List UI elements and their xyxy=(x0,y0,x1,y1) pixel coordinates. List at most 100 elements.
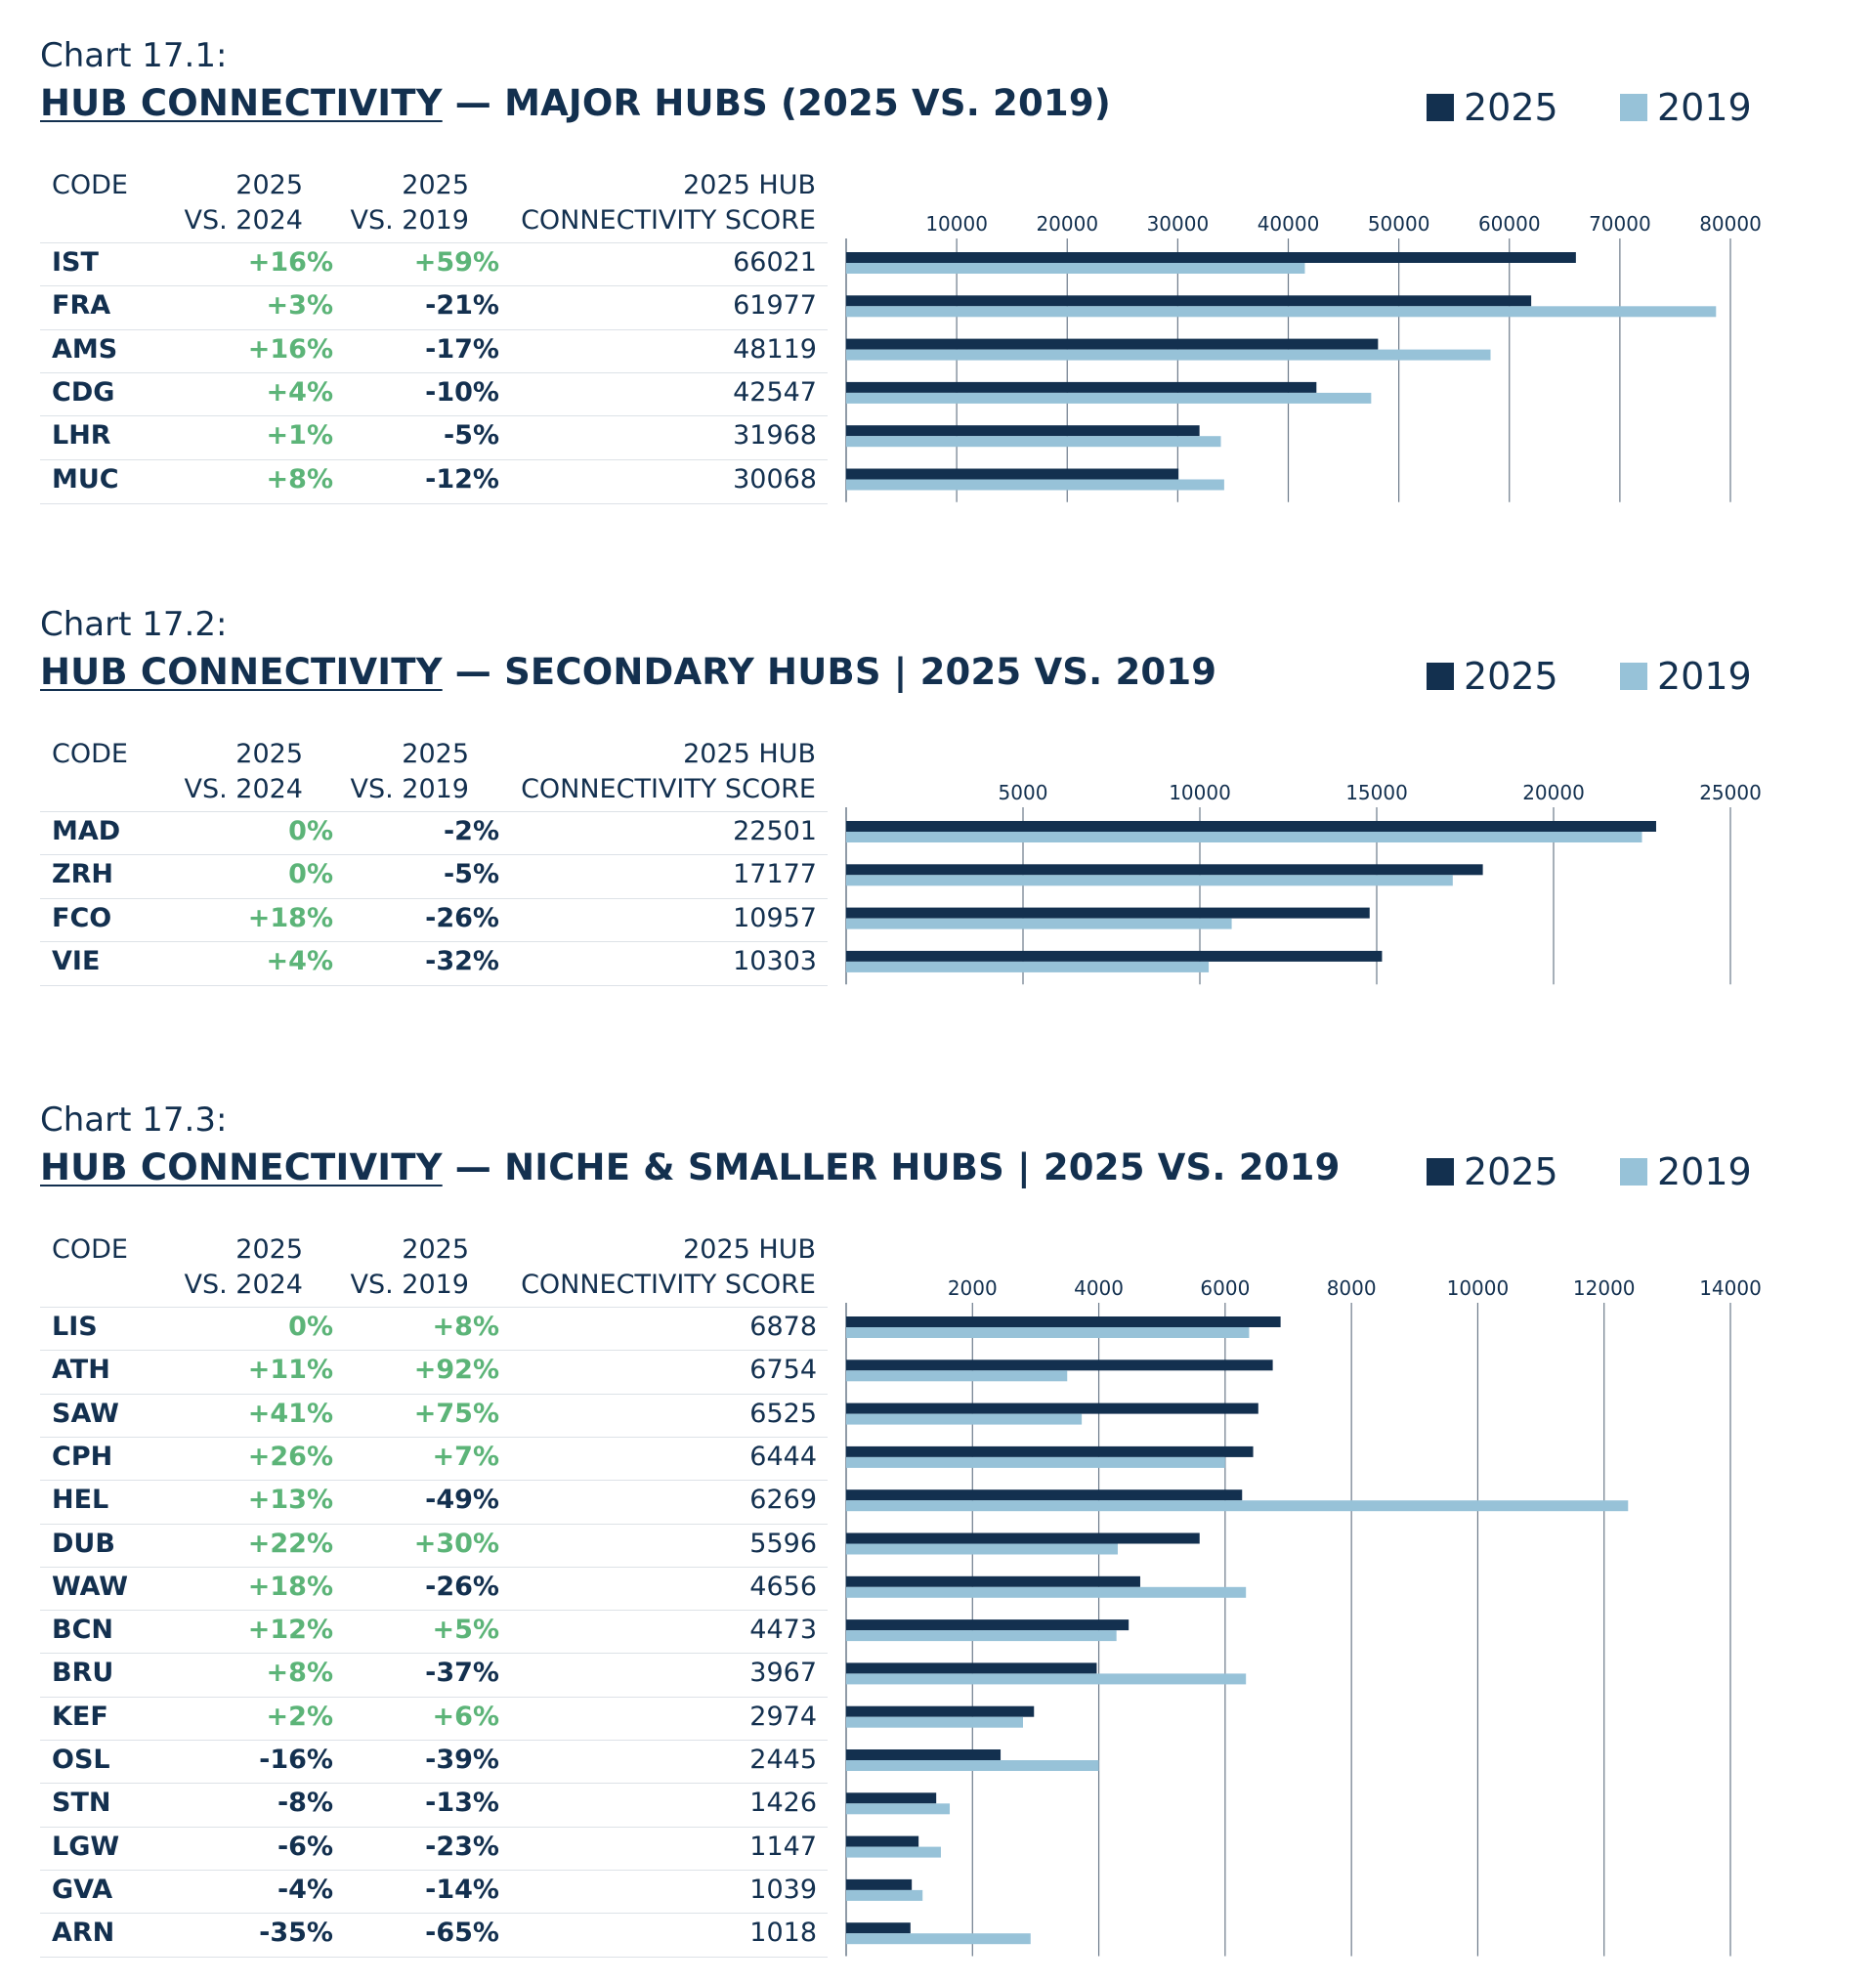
bar-2019-lis xyxy=(846,1327,1250,1338)
col-header-score-line2: CONNECTIVITY SCORE xyxy=(521,1270,816,1300)
bar-2025-kef xyxy=(846,1705,1035,1717)
bar-2025-ist xyxy=(846,252,1576,263)
legend-item-2019: 2019 xyxy=(1620,655,1752,698)
airport-code: ATH xyxy=(52,1355,110,1386)
change-vs-2019: +30% xyxy=(413,1528,499,1559)
legend-item-2025: 2025 xyxy=(1427,86,1558,129)
table-row: OSL -16% -39% 2445 xyxy=(40,1740,828,1784)
bar-2025-hel xyxy=(846,1489,1243,1501)
table-row: IST +16% +59% 66021 xyxy=(40,242,828,286)
airport-code: IST xyxy=(52,247,99,278)
table-row: HEL +13% -49% 6269 xyxy=(40,1480,828,1524)
connectivity-score: 4473 xyxy=(749,1615,817,1646)
bar-2019-cdg xyxy=(846,392,1372,404)
x-tick-label: 10000 xyxy=(1447,1276,1510,1300)
x-tick-label: 25000 xyxy=(1699,781,1762,804)
legend-label-2019: 2019 xyxy=(1657,655,1752,698)
change-vs-2019: -23% xyxy=(425,1831,499,1862)
change-vs-2019: +8% xyxy=(432,1312,499,1342)
bar-2025-fco xyxy=(846,907,1370,919)
airport-code: CDG xyxy=(52,376,115,408)
change-vs-2019: -12% xyxy=(425,463,499,495)
x-tick-label: 80000 xyxy=(1699,212,1762,236)
bar-2019-zrh xyxy=(846,875,1453,886)
chart-title-underlined: HUB CONNECTIVITY xyxy=(40,651,443,693)
airport-code: DUB xyxy=(52,1528,115,1559)
connectivity-score: 1039 xyxy=(749,1874,817,1905)
bar-2019-osl xyxy=(846,1760,1099,1771)
bar-2025-osl xyxy=(846,1749,1002,1760)
col-header-score: 2025 HUB CONNECTIVITY SCORE xyxy=(521,168,816,238)
bar-2019-ist xyxy=(846,263,1305,274)
x-tick-label: 6000 xyxy=(1200,1276,1250,1300)
change-vs-2019: -37% xyxy=(425,1658,499,1689)
col-header-code: CODE xyxy=(52,739,128,769)
airport-code: AMS xyxy=(52,333,118,365)
table-row: STN -8% -13% 1426 xyxy=(40,1783,828,1827)
bar-2025-saw xyxy=(846,1402,1258,1414)
change-vs-2024: -8% xyxy=(277,1788,333,1819)
bar-2025-cdg xyxy=(846,381,1317,393)
x-tick-label: 4000 xyxy=(1074,1276,1124,1300)
change-vs-2019: -13% xyxy=(425,1788,499,1819)
change-vs-2019: +75% xyxy=(413,1398,499,1429)
change-vs-2019: -5% xyxy=(443,859,499,890)
table-row: WAW +18% -26% 4656 xyxy=(40,1566,828,1611)
col-header-score-line1: 2025 HUB xyxy=(683,1234,816,1265)
bar-2025-gva xyxy=(846,1878,913,1890)
change-vs-2019: -32% xyxy=(425,945,499,976)
col-header-code: CODE xyxy=(52,1234,128,1265)
x-tick-label: 10000 xyxy=(925,212,988,236)
airport-code: ZRH xyxy=(52,859,113,890)
connectivity-score: 10957 xyxy=(733,902,817,933)
table-row: FRA +3% -21% 61977 xyxy=(40,285,828,329)
change-vs-2019: +7% xyxy=(432,1441,499,1472)
change-vs-2024: +8% xyxy=(266,1658,333,1689)
bar-2025-dub xyxy=(846,1532,1200,1544)
legend-swatch-2019 xyxy=(1620,663,1647,690)
col-header-vs-2024-line2: VS. 2024 xyxy=(184,205,304,236)
col-header-vs-2024-line2: VS. 2024 xyxy=(184,774,304,804)
bar-2019-lgw xyxy=(846,1846,941,1858)
legend-item-2025: 2025 xyxy=(1427,1150,1558,1193)
table-row: BRU +8% -37% 3967 xyxy=(40,1653,828,1697)
table-row: LGW -6% -23% 1147 xyxy=(40,1826,828,1871)
change-vs-2024: +4% xyxy=(266,376,333,408)
bar-2019-ath xyxy=(846,1370,1068,1382)
x-tick-label: 20000 xyxy=(1036,212,1098,236)
legend-item-2019: 2019 xyxy=(1620,86,1752,129)
col-header-vs-2024: 2025 VS. 2024 xyxy=(185,168,304,238)
col-header-vs-2019: 2025 VS. 2019 xyxy=(351,1232,470,1303)
bar-2019-ams xyxy=(846,349,1491,361)
bar-2019-saw xyxy=(846,1413,1083,1425)
legend-label-2025: 2025 xyxy=(1464,655,1558,698)
legend-swatch-2025 xyxy=(1427,663,1454,690)
table-row: ARN -35% -65% 1018 xyxy=(40,1913,828,1959)
bar-2019-stn xyxy=(846,1803,951,1815)
table-row: KEF +2% +6% 2974 xyxy=(40,1696,828,1741)
bar-plot: 5000 10000 15000 20000 25000 xyxy=(845,781,1762,985)
change-vs-2024: 0% xyxy=(288,859,333,890)
bar-2019-vie xyxy=(846,961,1210,972)
bar-2025-ams xyxy=(846,338,1379,350)
connectivity-score: 2445 xyxy=(749,1745,817,1775)
bar-2019-mad xyxy=(846,832,1642,842)
connectivity-score: 1147 xyxy=(749,1831,817,1862)
airport-code: GVA xyxy=(52,1874,113,1905)
bar-2019-bcn xyxy=(846,1630,1117,1642)
change-vs-2024: +12% xyxy=(247,1615,333,1646)
legend-swatch-2025 xyxy=(1427,1158,1454,1186)
airport-code: BRU xyxy=(52,1658,114,1689)
table-row: VIE +4% -32% 10303 xyxy=(40,940,828,987)
legend-swatch-2019 xyxy=(1620,94,1647,121)
x-tick-label: 20000 xyxy=(1522,781,1585,804)
change-vs-2019: -14% xyxy=(425,1874,499,1905)
table-row: SAW +41% +75% 6525 xyxy=(40,1393,828,1438)
col-header-vs-2019-line1: 2025 xyxy=(402,739,469,769)
chart-number-label: Chart 17.1: xyxy=(40,36,228,75)
bar-2025-cph xyxy=(846,1445,1254,1457)
col-header-score-line2: CONNECTIVITY SCORE xyxy=(521,205,816,236)
change-vs-2024: +3% xyxy=(266,290,333,322)
table-row: MUC +8% -12% 30068 xyxy=(40,458,828,504)
airport-code: LHR xyxy=(52,420,111,452)
